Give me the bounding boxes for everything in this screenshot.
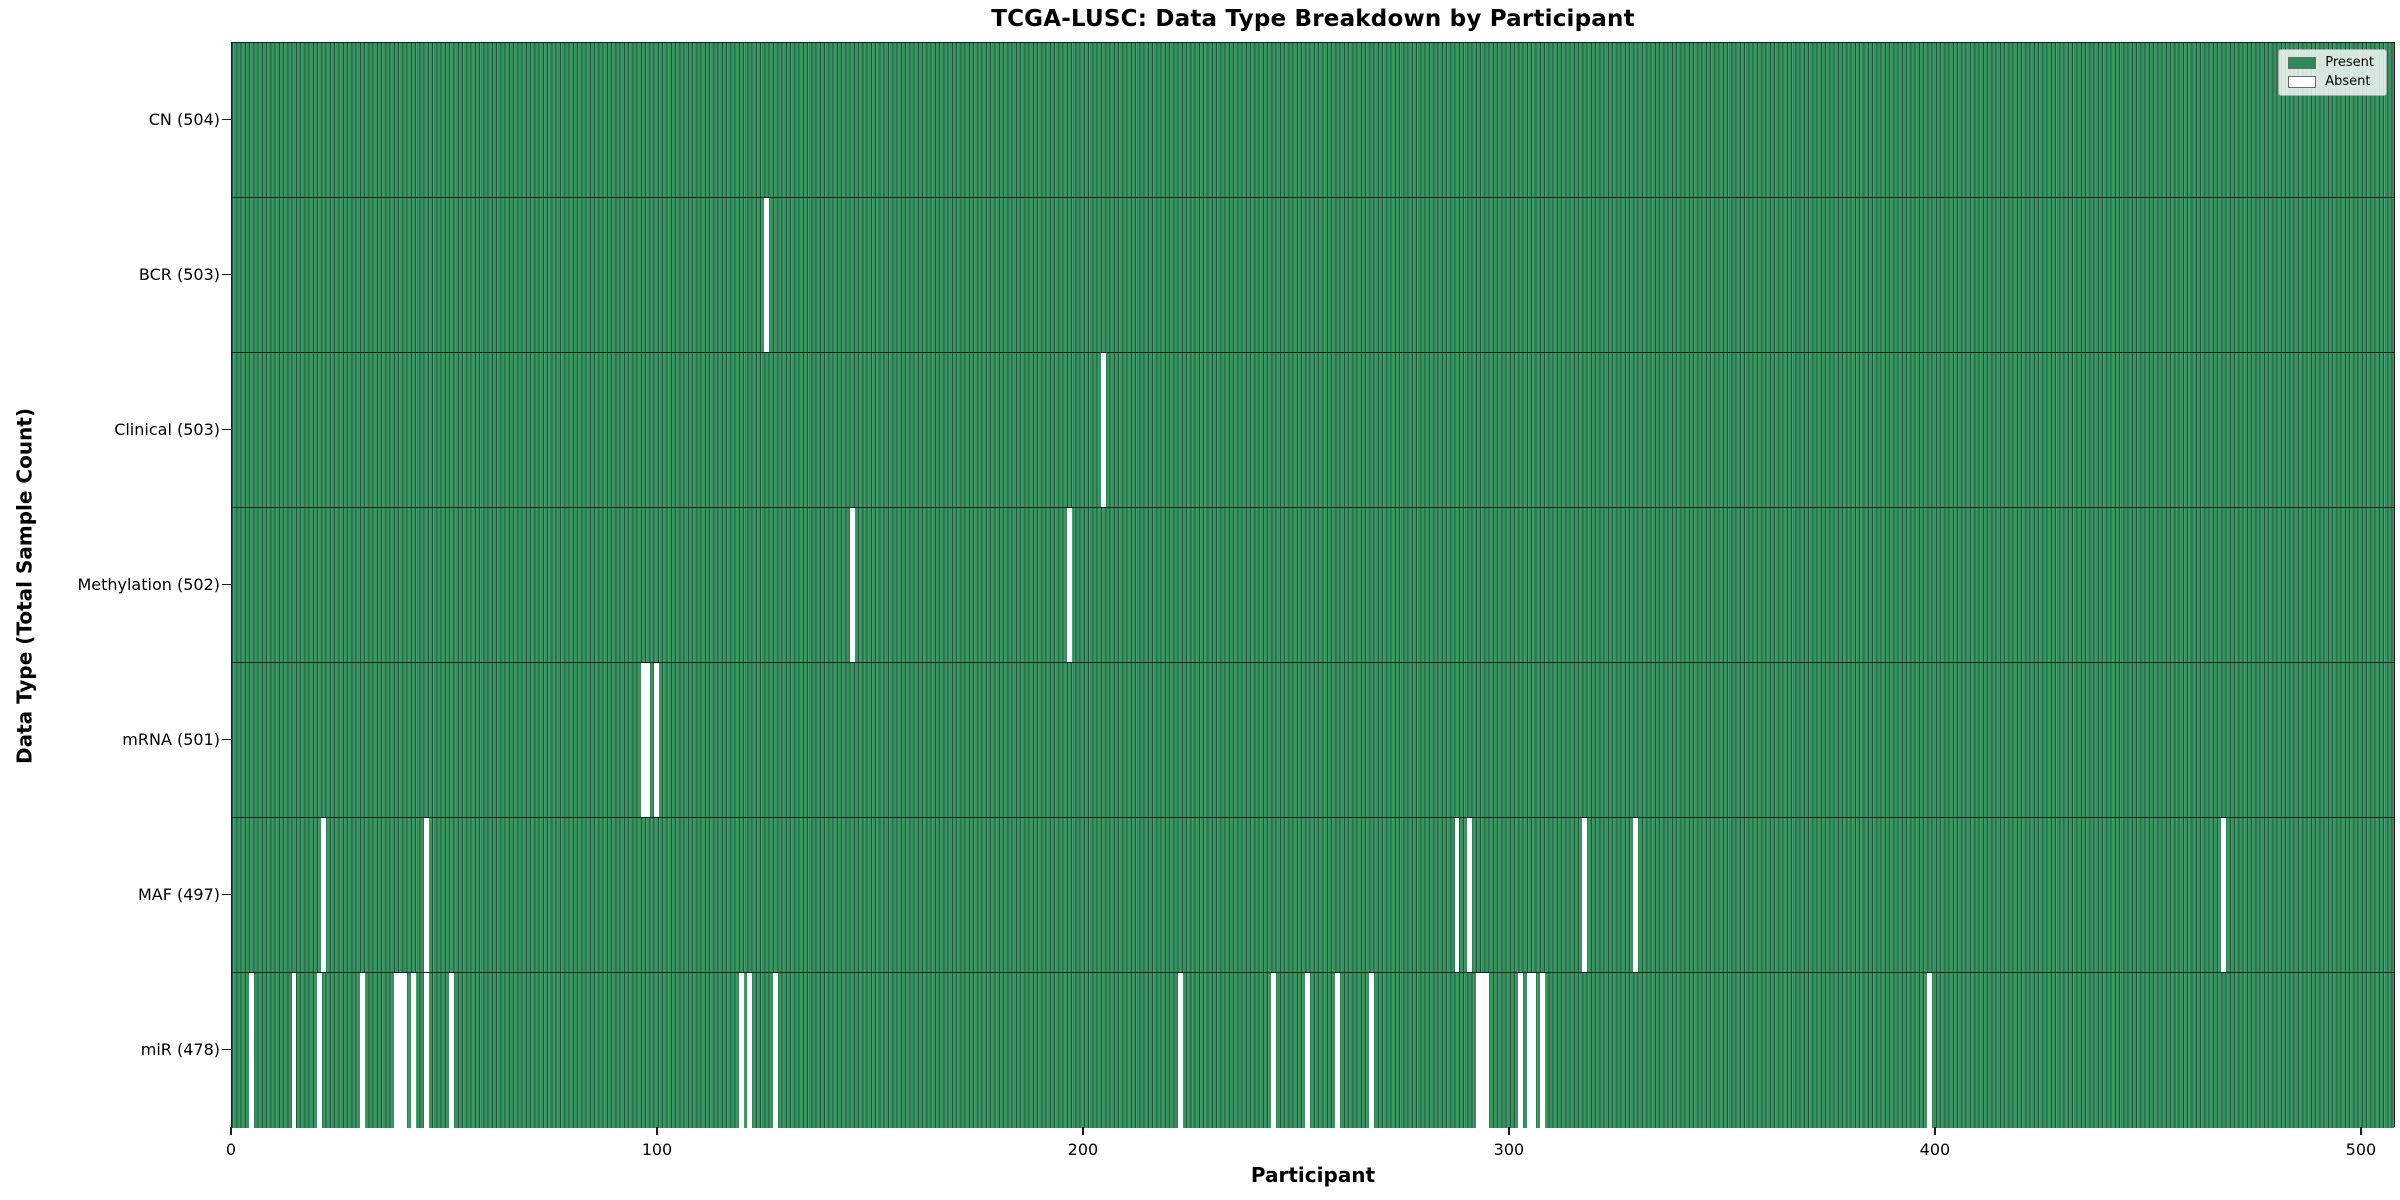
absent-gap — [359, 973, 365, 1128]
data-row-mir — [232, 973, 2394, 1128]
x-tick-label-0: 0 — [225, 1140, 237, 1159]
absent-gap — [773, 973, 778, 1128]
absent-gap — [449, 973, 455, 1128]
legend-entry-present: Present — [2288, 56, 2374, 70]
rows-container — [232, 43, 2394, 1128]
absent-gap — [291, 973, 297, 1128]
absent-gap — [317, 973, 323, 1128]
x-tick-mark — [1508, 1127, 1510, 1135]
absent-gap — [764, 198, 770, 352]
y-tick-mark — [222, 428, 231, 431]
absent-gap — [1518, 973, 1524, 1128]
legend-label-present: Present — [2325, 55, 2374, 70]
x-tick-mark — [1934, 1127, 1936, 1135]
y-tick-mark — [222, 273, 231, 276]
data-row-mrna — [232, 663, 2394, 818]
absent-gap — [1467, 818, 1473, 972]
x-tick-label-400: 400 — [1919, 1140, 1951, 1159]
y-tick-mark — [222, 893, 231, 896]
absent-gap — [249, 973, 254, 1128]
y-tick-label-bcr: BCR (503) — [138, 264, 220, 284]
y-tick-mark — [222, 738, 231, 741]
absent-gap — [1066, 508, 1072, 662]
y-tick-mark — [222, 118, 231, 121]
absent-gap — [1369, 973, 1375, 1128]
absent-gap — [1480, 973, 1485, 1128]
x-tick-label-200: 200 — [1067, 1140, 1099, 1159]
present-swatch-icon — [2288, 57, 2317, 69]
absent-gap — [410, 973, 416, 1128]
x-tick-mark — [656, 1127, 658, 1135]
absent-gap — [645, 663, 651, 817]
x-tick-mark — [230, 1127, 232, 1135]
absent-swatch-icon — [2288, 76, 2317, 88]
x-tick-mark — [1082, 1127, 1084, 1135]
absent-gap — [849, 508, 855, 662]
absent-gap — [1484, 973, 1490, 1128]
y-tick-label-methylation: Methylation (502) — [77, 574, 220, 594]
y-tick-label-mir: miR (478) — [140, 1039, 220, 1059]
y-tick-mark — [222, 1048, 231, 1051]
absent-gap — [1582, 818, 1588, 972]
legend-label-absent: Absent — [2325, 74, 2371, 89]
absent-gap — [1305, 973, 1311, 1128]
absent-gap — [1271, 973, 1277, 1128]
y-tick-label-clinical: Clinical (503) — [114, 419, 220, 439]
absent-gap — [1633, 818, 1639, 972]
data-row-maf — [232, 818, 2394, 973]
absent-gap — [738, 973, 744, 1128]
y-tick-label-maf: MAF (497) — [137, 884, 220, 904]
plot-area: Present Absent — [231, 42, 2395, 1128]
absent-gap — [1927, 973, 1933, 1128]
absent-gap — [640, 663, 646, 817]
absent-gap — [402, 973, 408, 1128]
legend: Present Absent — [2278, 49, 2387, 96]
absent-gap — [321, 818, 327, 972]
absent-gap — [747, 973, 753, 1128]
y-tick-mark — [222, 583, 231, 586]
y-tick-label-mrna: mRNA (501) — [122, 729, 220, 749]
x-axis-label: Participant — [1250, 1163, 1376, 1187]
absent-gap — [393, 973, 399, 1128]
data-row-bcr — [232, 198, 2394, 353]
x-tick-label-300: 300 — [1493, 1140, 1525, 1159]
absent-gap — [1454, 818, 1460, 972]
absent-gap — [653, 663, 659, 817]
chart-title: TCGA-LUSC: Data Type Breakdown by Partic… — [991, 6, 1635, 32]
y-tick-label-cn: CN (504) — [148, 109, 220, 129]
absent-gap — [2221, 818, 2227, 972]
absent-gap — [1177, 973, 1183, 1128]
legend-entry-absent: Absent — [2288, 75, 2374, 89]
data-row-clinical — [232, 353, 2394, 508]
x-tick-mark — [2360, 1127, 2362, 1135]
absent-gap — [423, 818, 429, 972]
x-tick-label-500: 500 — [2345, 1140, 2377, 1159]
absent-gap — [1539, 973, 1545, 1128]
absent-gap — [1335, 973, 1341, 1128]
absent-gap — [1101, 353, 1106, 507]
absent-gap — [1531, 973, 1537, 1128]
data-row-cn — [232, 43, 2394, 198]
data-row-methylation — [232, 508, 2394, 663]
absent-gap — [423, 973, 429, 1128]
absent-gap — [1475, 973, 1481, 1128]
absent-gap — [1526, 973, 1532, 1128]
x-tick-label-100: 100 — [641, 1140, 673, 1159]
absent-gap — [398, 973, 403, 1128]
